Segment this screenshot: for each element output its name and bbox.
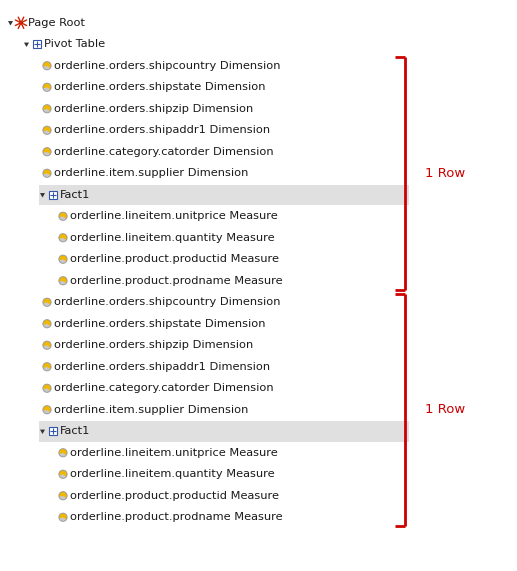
Text: orderline.lineitem.unitprice Measure: orderline.lineitem.unitprice Measure	[70, 211, 278, 221]
Bar	[49, 427, 57, 435]
Text: orderline.orders.shipaddr1 Dimension: orderline.orders.shipaddr1 Dimension	[54, 362, 270, 372]
Circle shape	[43, 126, 51, 134]
Polygon shape	[43, 62, 51, 68]
Circle shape	[43, 363, 51, 371]
Polygon shape	[59, 277, 67, 283]
Polygon shape	[59, 212, 67, 219]
Text: orderline.orders.shipzip Dimension: orderline.orders.shipzip Dimension	[54, 340, 253, 350]
Polygon shape	[43, 169, 51, 176]
Circle shape	[59, 492, 67, 500]
Polygon shape	[43, 341, 51, 348]
Polygon shape	[40, 193, 45, 198]
Polygon shape	[24, 43, 29, 47]
Bar	[49, 191, 57, 199]
Bar	[39, 184, 409, 205]
Polygon shape	[59, 492, 67, 498]
Circle shape	[59, 277, 67, 285]
Text: Fact1: Fact1	[60, 190, 90, 200]
Text: orderline.orders.shipstate Dimension: orderline.orders.shipstate Dimension	[54, 82, 266, 93]
Text: 1 Row: 1 Row	[425, 167, 465, 180]
Text: Fact1: Fact1	[60, 426, 90, 436]
Polygon shape	[43, 83, 51, 90]
Text: Page Root: Page Root	[28, 18, 85, 28]
Text: orderline.category.catorder Dimension: orderline.category.catorder Dimension	[54, 147, 273, 157]
Text: orderline.orders.shipzip Dimension: orderline.orders.shipzip Dimension	[54, 104, 253, 114]
Circle shape	[43, 148, 51, 156]
Text: orderline.orders.shipcountry Dimension: orderline.orders.shipcountry Dimension	[54, 61, 281, 71]
Circle shape	[43, 104, 51, 112]
Text: orderline.product.productid Measure: orderline.product.productid Measure	[70, 254, 279, 264]
Polygon shape	[43, 126, 51, 132]
Text: orderline.category.catorder Dimension: orderline.category.catorder Dimension	[54, 383, 273, 393]
Polygon shape	[43, 320, 51, 326]
Circle shape	[43, 320, 51, 328]
Circle shape	[59, 513, 67, 521]
Circle shape	[59, 255, 67, 263]
Polygon shape	[59, 255, 67, 262]
Text: orderline.lineitem.unitprice Measure: orderline.lineitem.unitprice Measure	[70, 448, 278, 458]
Circle shape	[43, 83, 51, 91]
Text: orderline.product.productid Measure: orderline.product.productid Measure	[70, 490, 279, 501]
Polygon shape	[43, 298, 51, 304]
Polygon shape	[43, 363, 51, 369]
Circle shape	[59, 449, 67, 457]
Circle shape	[20, 22, 22, 24]
Circle shape	[43, 384, 51, 392]
Text: orderline.item.supplier Dimension: orderline.item.supplier Dimension	[54, 168, 248, 178]
Polygon shape	[59, 234, 67, 240]
Text: orderline.lineitem.quantity Measure: orderline.lineitem.quantity Measure	[70, 233, 275, 243]
Text: 1 Row: 1 Row	[425, 403, 465, 416]
Text: orderline.orders.shipcountry Dimension: orderline.orders.shipcountry Dimension	[54, 297, 281, 307]
Text: orderline.lineitem.quantity Measure: orderline.lineitem.quantity Measure	[70, 469, 275, 479]
Polygon shape	[40, 429, 45, 434]
Polygon shape	[8, 21, 13, 26]
Polygon shape	[43, 406, 51, 412]
Polygon shape	[59, 449, 67, 455]
Circle shape	[43, 341, 51, 349]
Bar	[33, 40, 41, 49]
Circle shape	[43, 406, 51, 414]
Circle shape	[59, 234, 67, 242]
Circle shape	[43, 298, 51, 306]
Text: orderline.orders.shipaddr1 Dimension: orderline.orders.shipaddr1 Dimension	[54, 125, 270, 135]
Text: orderline.product.prodname Measure: orderline.product.prodname Measure	[70, 512, 283, 522]
Text: orderline.product.prodname Measure: orderline.product.prodname Measure	[70, 276, 283, 286]
Polygon shape	[43, 148, 51, 154]
Bar	[39, 421, 409, 441]
Text: orderline.orders.shipstate Dimension: orderline.orders.shipstate Dimension	[54, 319, 266, 329]
Polygon shape	[43, 104, 51, 111]
Text: Pivot Table: Pivot Table	[44, 39, 105, 49]
Circle shape	[43, 169, 51, 177]
Text: orderline.item.supplier Dimension: orderline.item.supplier Dimension	[54, 405, 248, 415]
Polygon shape	[59, 471, 67, 477]
Polygon shape	[43, 384, 51, 391]
Polygon shape	[59, 513, 67, 520]
Circle shape	[59, 471, 67, 478]
Circle shape	[59, 212, 67, 220]
Circle shape	[43, 62, 51, 70]
